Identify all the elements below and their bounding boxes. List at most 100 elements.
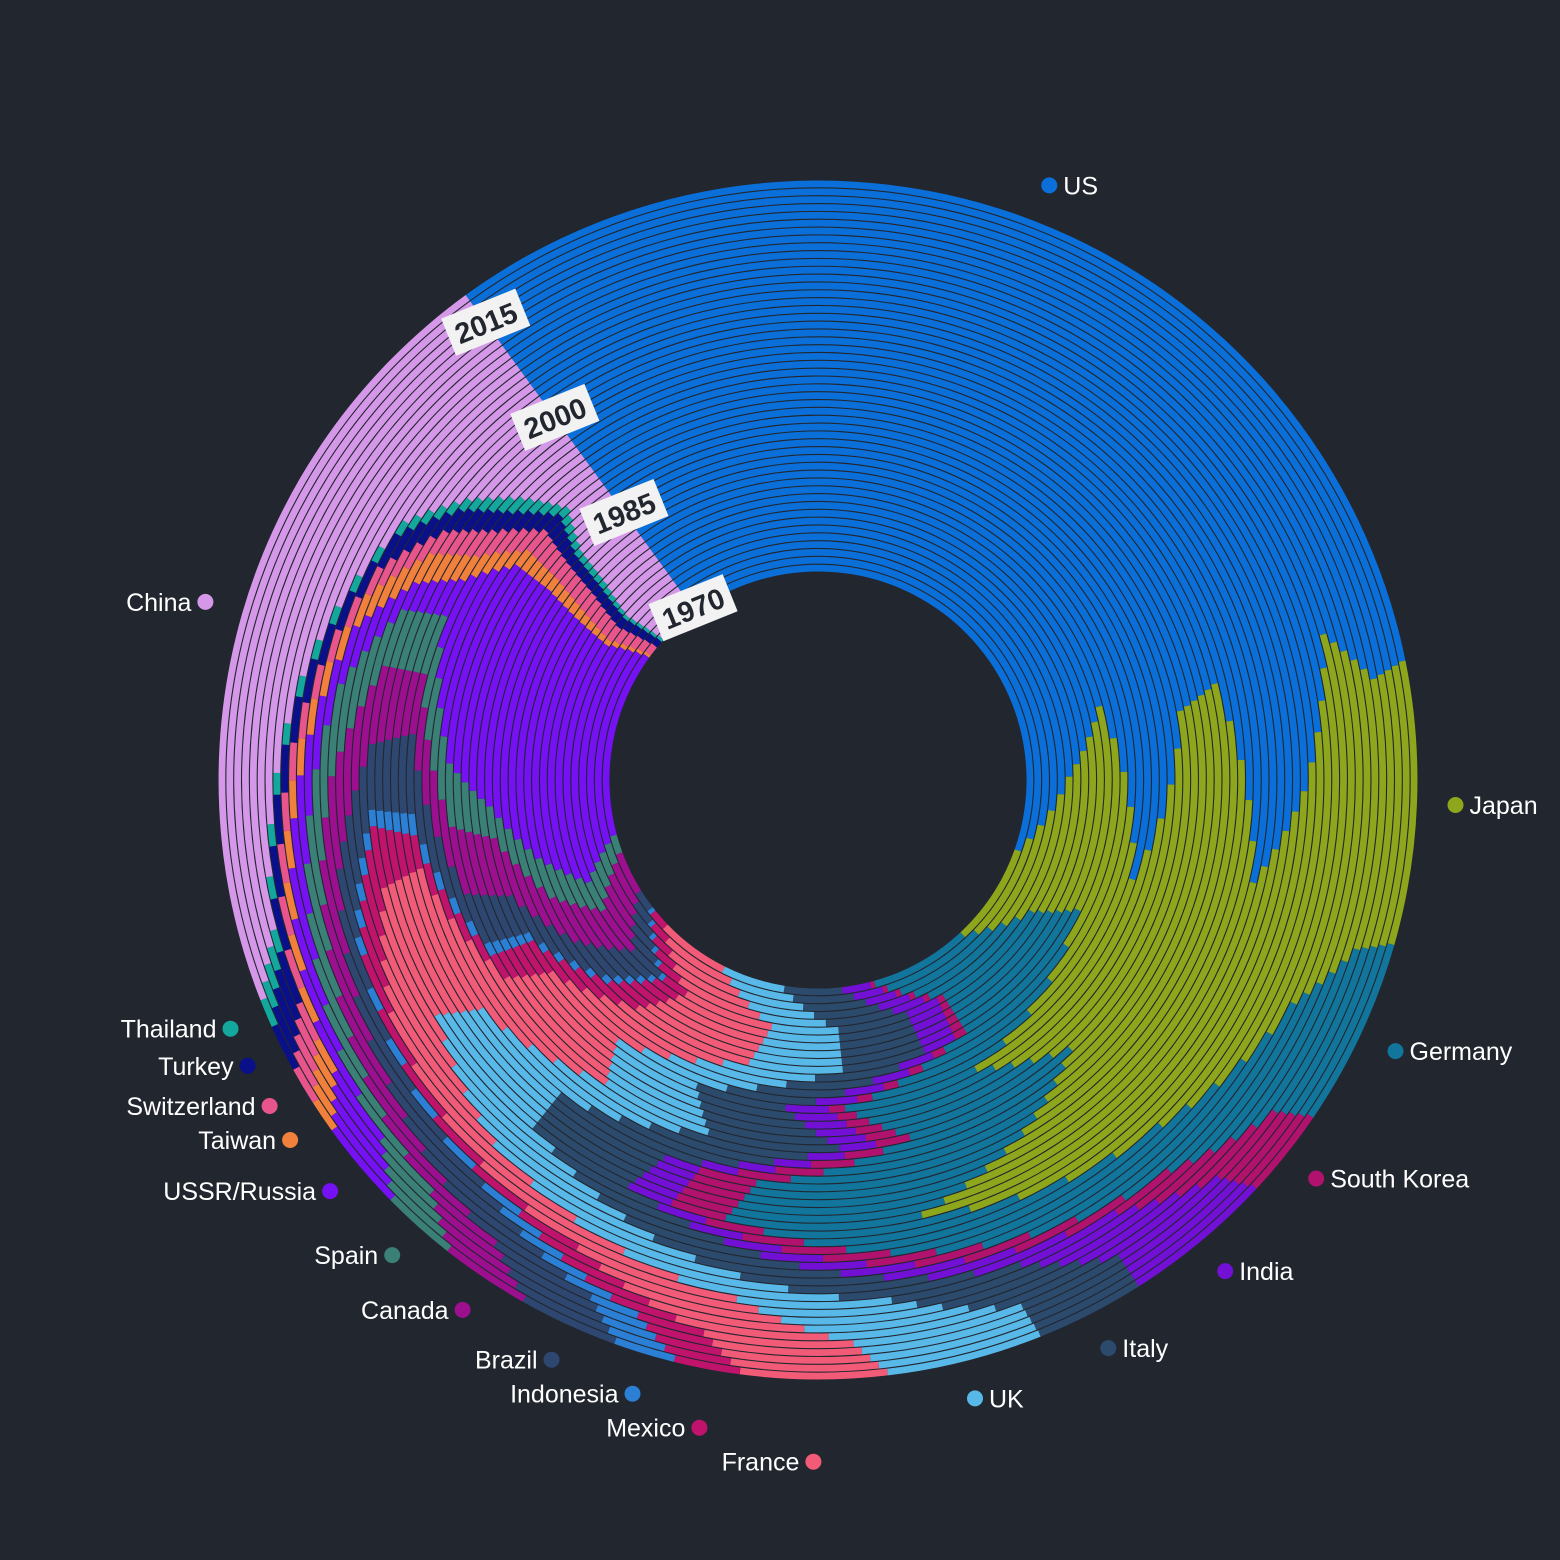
ring-segment-italy-1984 bbox=[725, 1085, 816, 1106]
ring-segment-indonesia-1997 bbox=[392, 812, 401, 833]
legend-label-turkey: Turkey bbox=[158, 1053, 234, 1081]
ring-segment-germany-1997 bbox=[743, 1165, 988, 1207]
ring-segment-uk-1988 bbox=[608, 1062, 704, 1117]
ring-segment-us-1982 bbox=[636, 470, 1128, 772]
ring-segment-indonesia-2018 bbox=[607, 1326, 666, 1352]
ring-segment-brazil-1974 bbox=[630, 935, 659, 965]
ring-segment-thailand-1973 bbox=[636, 622, 644, 630]
ring-segment-spain-1987 bbox=[469, 790, 481, 835]
ring-segment-turkey-1990 bbox=[543, 513, 564, 534]
ring-segment-brazil-1970 bbox=[635, 890, 653, 912]
ring-segment-thailand-1996 bbox=[498, 496, 515, 514]
ring-segment-south-korea-1995 bbox=[698, 1166, 757, 1187]
ring-segment-turkey-2019 bbox=[271, 1024, 300, 1070]
ring-segment-brazil-2004 bbox=[340, 841, 361, 911]
ring-segment-italy-1995 bbox=[556, 1092, 666, 1161]
ring-segment-thailand-1997 bbox=[488, 496, 505, 514]
ring-segment-india-1995 bbox=[663, 1154, 701, 1174]
ring-segment-japan-1995 bbox=[1021, 683, 1230, 1136]
ring-segment-taiwan-1998 bbox=[432, 552, 454, 583]
legend-dot-mexico bbox=[691, 1419, 708, 1436]
ring-segment-france-2006 bbox=[411, 1062, 534, 1186]
ring-segment-china-2014 bbox=[257, 326, 493, 878]
ring-segment-brazil-1980 bbox=[574, 939, 607, 979]
ring-segment-uk-1982 bbox=[694, 1057, 787, 1088]
ring-segment-india-1979 bbox=[919, 1026, 953, 1047]
ring-segment-taiwan-2012 bbox=[283, 882, 299, 920]
ring-segment-germany-1977 bbox=[950, 910, 1053, 1014]
ring-segment-italy-1976 bbox=[839, 1018, 912, 1042]
ring-segment-thailand-1974 bbox=[629, 618, 637, 626]
ring-segment-thailand-1990 bbox=[558, 506, 571, 519]
ring-segment-germany-1999 bbox=[731, 1197, 946, 1223]
ring-segment-thailand-1988 bbox=[564, 523, 576, 535]
ring-segment-us-2011 bbox=[502, 243, 1337, 644]
ring-segment-japan-1990 bbox=[1068, 710, 1191, 1052]
ring-segment-us-1994 bbox=[580, 376, 1212, 691]
ring-segment-switzerland-1980 bbox=[579, 592, 597, 612]
ring-segment-brazil-1989 bbox=[472, 893, 499, 943]
legend-dot-india bbox=[1217, 1263, 1234, 1280]
ring-segment-ussr-russia-1979 bbox=[532, 622, 586, 866]
ring-segment-france-1989 bbox=[512, 975, 611, 1077]
ring-segment-spain-1981 bbox=[524, 848, 543, 889]
ring-segment-indonesia-2004 bbox=[354, 909, 367, 929]
ring-segment-thailand-1991 bbox=[548, 503, 563, 517]
ring-segment-canada-1993 bbox=[422, 739, 432, 805]
ring-segment-france-1973 bbox=[672, 963, 750, 1009]
ring-segment-brazil-1982 bbox=[545, 924, 575, 964]
ring-segment-italy-1989 bbox=[704, 1119, 828, 1145]
ring-segment-germany-1975 bbox=[942, 909, 1035, 1001]
ring-segment-india-2003 bbox=[723, 1237, 782, 1253]
ring-segment-india-1981 bbox=[898, 1052, 934, 1071]
ring-segment-india-2011 bbox=[1038, 1204, 1140, 1268]
ring-segment-turkey-1970 bbox=[651, 637, 662, 648]
ring-segment-taiwan-1976 bbox=[597, 632, 607, 642]
ring-segment-us-1974 bbox=[673, 533, 1065, 795]
ring-segment-germany-1979 bbox=[959, 909, 1072, 1027]
ring-segment-uk-1979 bbox=[753, 1051, 843, 1066]
ring-segment-spain-1976 bbox=[575, 877, 597, 911]
ring-segment-india-1986 bbox=[794, 1113, 838, 1121]
ring-segment-brazil-1992 bbox=[434, 836, 456, 900]
ring-segment-switzerland-2008 bbox=[311, 664, 325, 700]
ring-segment-mexico-1995 bbox=[410, 834, 424, 870]
ring-segment-mexico-1999 bbox=[378, 827, 395, 885]
legend-label-south-korea: South Korea bbox=[1330, 1166, 1469, 1194]
ring-segment-uk-1974 bbox=[758, 1012, 826, 1027]
ring-segment-japan-1973 bbox=[1001, 810, 1055, 927]
ring-segment-china-1981 bbox=[597, 536, 645, 579]
ring-segment-germany-2009 bbox=[1121, 1031, 1273, 1201]
ring-segment-turkey-1991 bbox=[533, 512, 554, 533]
ring-segment-spain-1988 bbox=[461, 782, 473, 833]
ring-segment-ussr-russia-2017 bbox=[331, 1098, 390, 1171]
ring-segment-spain-2019 bbox=[390, 1195, 452, 1252]
ring-segment-mexico-2016 bbox=[645, 1323, 714, 1347]
ring-segment-spain-2018 bbox=[386, 1180, 447, 1238]
ring-segment-india-1993 bbox=[738, 1160, 776, 1174]
ring-segment-germany-2000 bbox=[725, 1211, 923, 1231]
ring-segment-china-1980 bbox=[602, 542, 650, 585]
ring-segment-ussr-russia-2006 bbox=[323, 659, 342, 726]
ring-segment-indonesia-1988 bbox=[499, 937, 512, 952]
ring-segment-south-korea-1979 bbox=[949, 1020, 963, 1033]
ring-segment-japan-1989 bbox=[1048, 748, 1183, 1059]
ring-segment-switzerland-1974 bbox=[614, 628, 629, 645]
ring-segment-thailand-2002 bbox=[433, 504, 448, 521]
ring-segment-spain-1985 bbox=[486, 806, 497, 839]
legend-dot-switzerland bbox=[261, 1098, 278, 1114]
ring-segment-italy-1992 bbox=[648, 1122, 775, 1166]
ring-segment-france-1975 bbox=[684, 990, 773, 1031]
ring-segment-south-korea-2006 bbox=[914, 1242, 984, 1268]
ring-segment-us-2015 bbox=[484, 211, 1377, 680]
ring-segment-turkey-1988 bbox=[552, 529, 569, 547]
year-label-box bbox=[579, 478, 669, 547]
ring-segment-turkey-2005 bbox=[377, 532, 401, 570]
ring-segment-brazil-1985 bbox=[506, 894, 530, 935]
ring-segment-us-1998 bbox=[562, 345, 1253, 801]
ring-segment-south-korea-1975 bbox=[936, 994, 946, 1004]
ring-segment-uk-1984 bbox=[641, 1047, 728, 1092]
ring-segment-mexico-2018 bbox=[664, 1344, 732, 1366]
year-label-box bbox=[510, 383, 600, 451]
ring-segment-china-1991 bbox=[557, 472, 599, 509]
